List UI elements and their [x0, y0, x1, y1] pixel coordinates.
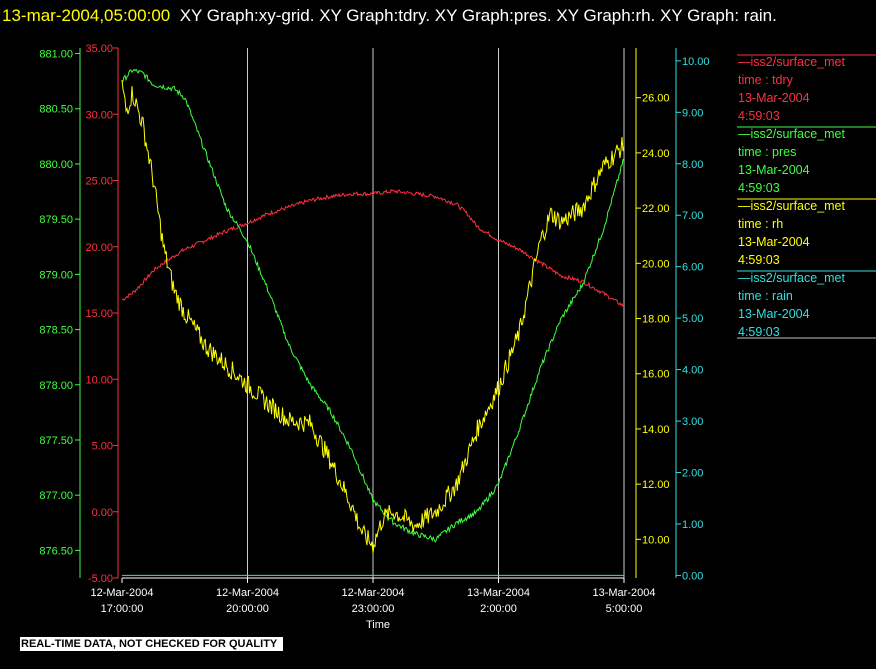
- quality-notice: REAL-TIME DATA, NOT CHECKED FOR QUALITY: [20, 637, 284, 651]
- x-tick-date-0: 12-Mar-2004: [91, 587, 154, 599]
- rh-tick-label-2: 14.00: [642, 424, 670, 436]
- chart-series: [121, 68, 625, 576]
- legend-entry-2-line-3: 4:59:03: [738, 253, 780, 267]
- x-tick-date-3: 13-Mar-2004: [467, 587, 530, 599]
- x-tick-date-1: 12-Mar-2004: [216, 587, 279, 599]
- rh-tick-label-5: 20.00: [642, 258, 670, 270]
- rain-tick-label-0: 0.00: [682, 570, 703, 582]
- pres-tick-label-3: 878.00: [39, 380, 73, 392]
- legend-entry-1-line-2: 13-Mar-2004: [738, 163, 810, 177]
- legend-entry-2-line-2: 13-Mar-2004: [738, 235, 810, 249]
- pres-tick-label-1: 877.00: [39, 490, 73, 502]
- rain-tick-label-1: 1.00: [682, 519, 703, 531]
- rh-tick-label-6: 22.00: [642, 203, 670, 215]
- rain-tick-label-10: 10.00: [682, 56, 710, 68]
- pres-tick-label-0: 876.50: [39, 545, 73, 557]
- grid-lines: [247, 48, 625, 578]
- tdry-tick-label-4: 15.00: [85, 308, 113, 320]
- pres-tick-label-6: 879.50: [39, 214, 73, 226]
- rain-tick-label-2: 2.00: [682, 468, 703, 480]
- rain-tick-label-3: 3.00: [682, 416, 703, 428]
- pres-tick-label-2: 877.50: [39, 435, 73, 447]
- rain-tick-label-6: 6.00: [682, 262, 703, 274]
- x-tick-date-4: 13-Mar-2004: [593, 587, 656, 599]
- x-axis-label: Time: [366, 619, 390, 631]
- pres-tick-label-5: 879.00: [39, 269, 73, 281]
- legend-entry-1-line-0: —iss2/surface_met: [738, 127, 846, 141]
- legend-entry-3-line-2: 13-Mar-2004: [738, 307, 810, 321]
- pres-tick-label-7: 880.00: [39, 159, 73, 171]
- rain-tick-label-8: 8.00: [682, 159, 703, 171]
- legend-entry-0-line-2: 13-Mar-2004: [738, 91, 810, 105]
- rh-tick-label-8: 26.00: [642, 93, 670, 105]
- x-axis: 12-Mar-2004 17:00:00 12-Mar-2004 20:00:00 12…: [91, 577, 656, 631]
- tdry-tick-label-5: 20.00: [85, 242, 113, 254]
- legend-entry-3-line-1: time : rain: [738, 289, 793, 303]
- legend-entry-0-line-3: 4:59:03: [738, 109, 780, 123]
- title-graph-list: XY Graph:xy-grid. XY Graph:tdry. XY Grap…: [179, 6, 777, 25]
- rh-tick-label-0: 10.00: [642, 534, 670, 546]
- rain-tick-label-5: 5.00: [682, 313, 703, 325]
- legend-entry-3-line-0: —iss2/surface_met: [738, 271, 846, 285]
- legend-entry-0-line-1: time : tdry: [738, 73, 794, 87]
- page-title: 13-mar-2004,05:00:00 XY Graph:xy-grid. X…: [0, 2, 876, 29]
- tdry-tick-label-2: 5.00: [92, 441, 113, 453]
- legend-entry-1-line-1: time : pres: [738, 145, 796, 159]
- tdry-tick-label-1: 0.00: [92, 507, 113, 519]
- legend-entry-1-line-3: 4:59:03: [738, 181, 780, 195]
- x-tick-time-2: 23:00:00: [352, 603, 395, 615]
- title-timestamp: 13-mar-2004,05:00:00: [2, 6, 171, 25]
- x-tick-time-4: 5:00:00: [606, 603, 643, 615]
- rh-tick-label-4: 18.00: [642, 314, 670, 326]
- series-tdry: [121, 188, 625, 308]
- rh-tick-label-3: 16.00: [642, 369, 670, 381]
- legend-entry-0-line-0: —iss2/surface_met: [738, 55, 846, 69]
- legend-entry-2-line-0: —iss2/surface_met: [738, 199, 846, 213]
- rain-tick-label-9: 9.00: [682, 107, 703, 119]
- chart-axes: 876.50 877.00 877.50 878.00 878.50 879.00 879.…: [39, 43, 709, 585]
- rh-tick-label-7: 24.00: [642, 148, 670, 160]
- series-pres: [121, 68, 624, 543]
- tdry-tick-label-3: 10.00: [85, 374, 113, 386]
- tdry-tick-label-8: 35.00: [85, 43, 113, 55]
- rain-tick-label-4: 4.00: [682, 365, 703, 377]
- x-tick-date-2: 12-Mar-2004: [342, 587, 405, 599]
- x-tick-time-1: 20:00:00: [226, 603, 269, 615]
- tdry-tick-label-0: -5.00: [88, 573, 113, 585]
- pres-tick-label-4: 878.50: [39, 325, 73, 337]
- tdry-tick-label-6: 25.00: [85, 176, 113, 188]
- tdry-tick-label-7: 30.00: [85, 109, 113, 121]
- series-rh: [121, 79, 625, 553]
- pres-tick-label-9: 881.00: [39, 49, 73, 61]
- rain-tick-label-7: 7.00: [682, 210, 703, 222]
- pres-tick-label-8: 880.50: [39, 104, 73, 116]
- x-tick-time-3: 2:00:00: [480, 603, 517, 615]
- legend-entry-3-line-3: 4:59:03: [738, 325, 780, 339]
- rh-tick-label-1: 12.00: [642, 479, 670, 491]
- legend-entry-2-line-1: time : rh: [738, 217, 783, 231]
- x-tick-time-0: 17:00:00: [101, 603, 144, 615]
